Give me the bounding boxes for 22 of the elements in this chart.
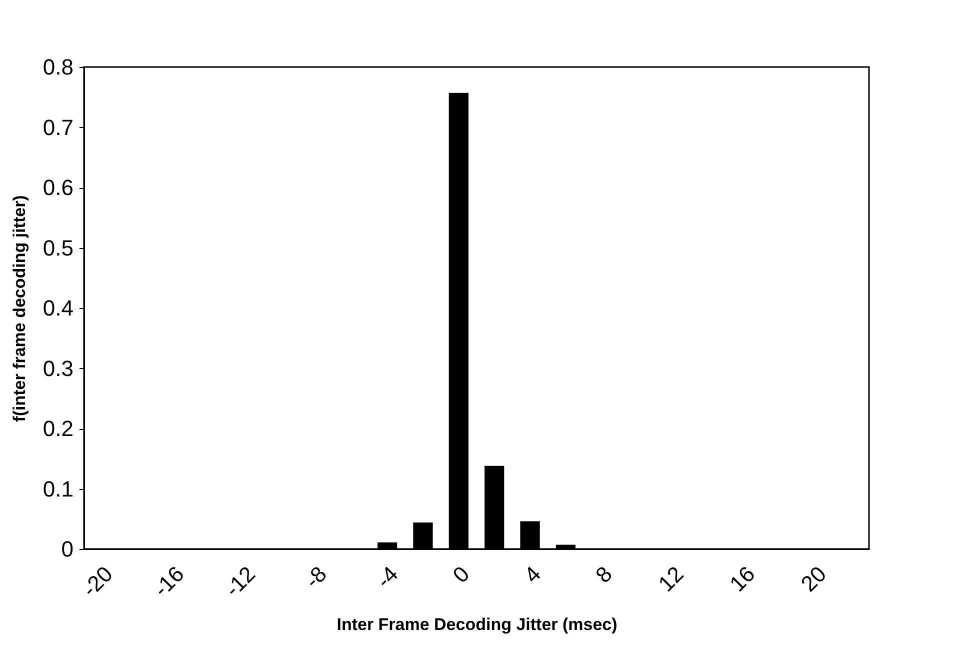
- y-tick-label: 0.2: [42, 416, 74, 441]
- x-tick-label: 0: [448, 561, 474, 588]
- y-tick-label: 0.1: [42, 476, 74, 502]
- x-tick-label: 8: [590, 561, 617, 588]
- x-tick-label: 20: [796, 561, 832, 596]
- x-tick-label: 12: [653, 561, 688, 596]
- x-tick-label: -20: [77, 561, 118, 602]
- y-tick-label: 0.3: [42, 356, 74, 381]
- x-tick-label: 4: [519, 561, 546, 588]
- x-tick-label: -12: [220, 561, 260, 602]
- x-axis-title: Inter Frame Decoding Jitter (msec): [336, 614, 618, 634]
- x-tick-label: -8: [300, 561, 332, 593]
- x-tick-label: 16: [724, 561, 760, 596]
- y-tick-label: 0.8: [42, 54, 74, 80]
- y-tick-label: 0.5: [42, 235, 74, 260]
- y-tick-label: 0.6: [42, 175, 74, 200]
- y-tick-label: 0.4: [42, 296, 74, 320]
- y-tick-label: 0.7: [42, 114, 74, 140]
- x-tick-label: -4: [371, 561, 403, 593]
- y-axis-title: f(inter frame decoding jitter): [10, 195, 29, 422]
- y-tick-label: 0: [61, 536, 74, 562]
- x-tick-label: -16: [148, 561, 189, 602]
